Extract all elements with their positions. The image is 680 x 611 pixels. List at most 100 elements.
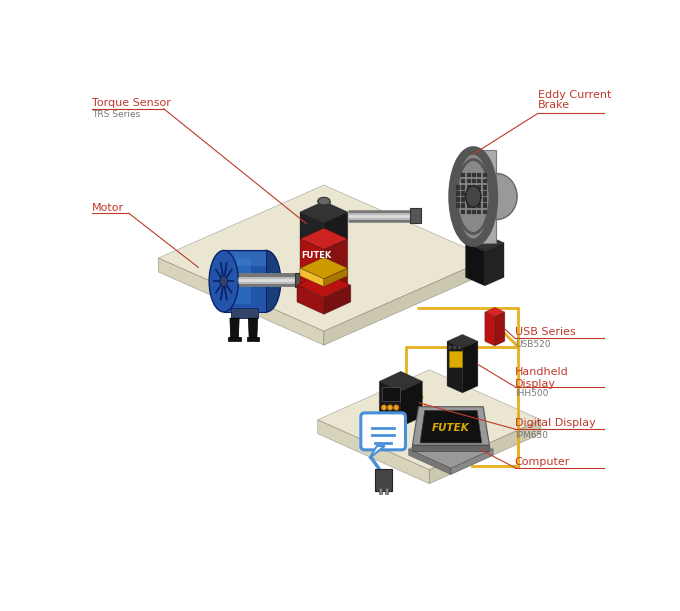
Bar bbox=[461, 173, 465, 177]
Text: Handheld
Display: Handheld Display bbox=[515, 367, 568, 389]
Polygon shape bbox=[224, 252, 266, 266]
Text: TRS Series: TRS Series bbox=[92, 110, 140, 119]
Polygon shape bbox=[488, 187, 492, 194]
Polygon shape bbox=[158, 185, 490, 331]
Polygon shape bbox=[488, 197, 492, 203]
Polygon shape bbox=[248, 318, 258, 339]
Bar bbox=[472, 197, 476, 202]
Text: USB520: USB520 bbox=[515, 340, 550, 349]
Bar bbox=[461, 185, 465, 189]
Polygon shape bbox=[324, 239, 347, 296]
Polygon shape bbox=[466, 243, 485, 286]
Ellipse shape bbox=[252, 251, 281, 312]
Polygon shape bbox=[324, 268, 347, 287]
Polygon shape bbox=[412, 407, 490, 445]
Bar bbox=[466, 203, 471, 208]
Text: IPM650: IPM650 bbox=[515, 431, 548, 439]
Circle shape bbox=[458, 345, 461, 349]
Bar bbox=[247, 337, 259, 342]
Polygon shape bbox=[479, 158, 484, 170]
Circle shape bbox=[453, 345, 457, 349]
Polygon shape bbox=[324, 212, 347, 250]
Polygon shape bbox=[409, 449, 451, 475]
Polygon shape bbox=[382, 387, 400, 401]
Polygon shape bbox=[379, 381, 401, 426]
Bar bbox=[477, 197, 481, 202]
Bar bbox=[466, 173, 471, 177]
Polygon shape bbox=[449, 351, 462, 367]
Ellipse shape bbox=[209, 251, 239, 312]
Polygon shape bbox=[231, 308, 258, 318]
Bar bbox=[456, 185, 460, 189]
Polygon shape bbox=[466, 234, 504, 251]
Ellipse shape bbox=[452, 150, 494, 243]
Bar bbox=[472, 179, 476, 183]
Polygon shape bbox=[420, 411, 481, 443]
Bar bbox=[472, 185, 476, 189]
Ellipse shape bbox=[456, 159, 490, 233]
Bar bbox=[456, 197, 460, 202]
Bar bbox=[472, 210, 476, 214]
Ellipse shape bbox=[318, 197, 330, 205]
Text: FUTEK: FUTEK bbox=[432, 423, 470, 433]
Text: IHH500: IHH500 bbox=[515, 389, 548, 398]
Bar bbox=[477, 185, 481, 189]
Polygon shape bbox=[318, 370, 541, 470]
Polygon shape bbox=[473, 154, 476, 164]
Polygon shape bbox=[485, 312, 495, 346]
Polygon shape bbox=[300, 212, 324, 250]
Bar bbox=[385, 488, 388, 494]
Polygon shape bbox=[485, 170, 490, 181]
Bar bbox=[466, 210, 471, 214]
Polygon shape bbox=[300, 228, 347, 250]
Ellipse shape bbox=[466, 186, 481, 207]
Bar bbox=[483, 173, 487, 177]
Bar bbox=[472, 203, 476, 208]
Polygon shape bbox=[477, 225, 481, 237]
Polygon shape bbox=[300, 239, 324, 296]
Polygon shape bbox=[486, 211, 490, 221]
Polygon shape bbox=[481, 222, 485, 233]
Polygon shape bbox=[401, 381, 422, 426]
Polygon shape bbox=[318, 420, 429, 484]
Polygon shape bbox=[485, 243, 504, 286]
Polygon shape bbox=[300, 268, 324, 287]
Polygon shape bbox=[462, 342, 478, 393]
Circle shape bbox=[381, 405, 387, 410]
Polygon shape bbox=[483, 217, 488, 228]
Text: Eddy Current: Eddy Current bbox=[538, 90, 611, 100]
Polygon shape bbox=[486, 178, 492, 187]
Text: Computer: Computer bbox=[515, 457, 571, 467]
Ellipse shape bbox=[475, 174, 517, 219]
Bar bbox=[483, 185, 487, 189]
Bar bbox=[483, 179, 487, 183]
Polygon shape bbox=[474, 228, 477, 239]
Bar bbox=[461, 210, 465, 214]
Bar bbox=[456, 203, 460, 208]
Polygon shape bbox=[294, 273, 304, 287]
Bar bbox=[461, 179, 465, 183]
Polygon shape bbox=[447, 334, 478, 348]
Polygon shape bbox=[451, 449, 493, 475]
Polygon shape bbox=[297, 273, 351, 298]
Bar bbox=[379, 488, 381, 494]
Bar bbox=[472, 173, 476, 177]
Polygon shape bbox=[495, 312, 505, 346]
Polygon shape bbox=[224, 251, 266, 312]
Text: Torque Sensor: Torque Sensor bbox=[92, 98, 171, 108]
Bar bbox=[477, 210, 481, 214]
Bar bbox=[466, 185, 471, 189]
Bar bbox=[461, 197, 465, 202]
Bar bbox=[483, 197, 487, 202]
Text: Motor: Motor bbox=[92, 203, 124, 213]
Polygon shape bbox=[409, 430, 493, 468]
Bar bbox=[472, 191, 476, 196]
Polygon shape bbox=[482, 163, 488, 175]
Bar bbox=[461, 203, 465, 208]
Polygon shape bbox=[300, 201, 347, 222]
Circle shape bbox=[388, 405, 393, 410]
Polygon shape bbox=[379, 371, 422, 391]
Text: Brake: Brake bbox=[538, 100, 570, 110]
Text: Digital Display: Digital Display bbox=[515, 419, 596, 428]
Bar bbox=[483, 203, 487, 208]
